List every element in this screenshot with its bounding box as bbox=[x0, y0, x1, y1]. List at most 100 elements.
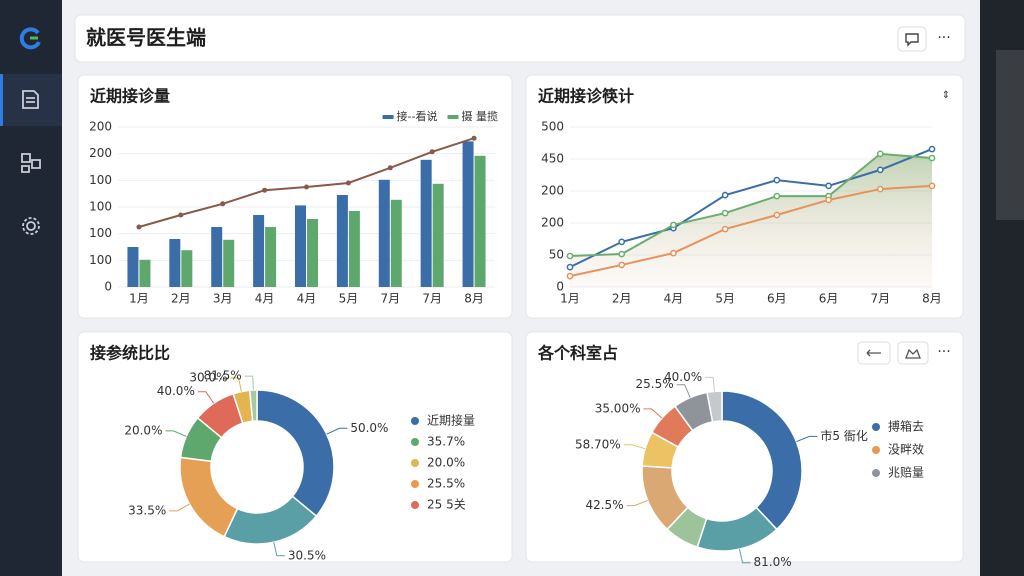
chart-title: 接参统比比 bbox=[90, 344, 170, 363]
legend-label: 近期接量 bbox=[427, 413, 475, 428]
line-point bbox=[618, 238, 626, 246]
pie-slice bbox=[248, 389, 258, 423]
leader-line bbox=[643, 408, 663, 419]
slice-label: 40.0% bbox=[157, 384, 195, 398]
area bbox=[570, 153, 932, 287]
y-tick-label: 100 bbox=[89, 200, 112, 214]
slice-label: 81.5% bbox=[204, 369, 242, 383]
y-tick-label: 200 bbox=[541, 184, 564, 198]
legend-label: 没畔效 bbox=[888, 442, 924, 457]
message-button[interactable] bbox=[897, 26, 927, 52]
slice-label: 市5 衙化 bbox=[820, 428, 867, 443]
chart-title: 近期接诊筷计 bbox=[538, 87, 634, 106]
line-point bbox=[566, 252, 574, 260]
line-point bbox=[262, 187, 268, 193]
line-point bbox=[876, 150, 884, 158]
line-point bbox=[471, 135, 477, 141]
nav-settings[interactable] bbox=[26, 221, 36, 231]
line-point bbox=[825, 182, 832, 190]
pie-slice bbox=[256, 389, 335, 518]
line-point bbox=[825, 196, 832, 204]
bar bbox=[336, 195, 348, 287]
y-tick-label: 100 bbox=[89, 253, 112, 267]
line-point bbox=[773, 176, 781, 184]
slice-label: 30.0% bbox=[189, 370, 227, 384]
nav-indicator bbox=[0, 74, 3, 126]
line-point bbox=[136, 224, 142, 230]
legend-label: 35.7% bbox=[427, 435, 465, 449]
y-tick-label: 0 bbox=[556, 280, 564, 294]
bar bbox=[390, 199, 402, 287]
legend-swatch bbox=[872, 446, 880, 454]
leader-line bbox=[626, 499, 648, 507]
x-tick-label: 1月 bbox=[560, 292, 580, 306]
line-series bbox=[569, 148, 933, 269]
y-tick-label: 0 bbox=[104, 280, 112, 294]
slice-label: 35.00% bbox=[595, 401, 641, 415]
slice-label: 81.0% bbox=[754, 555, 792, 569]
line-point bbox=[876, 185, 884, 193]
card bbox=[525, 331, 964, 563]
x-tick-label: 6月 bbox=[767, 292, 787, 306]
bar bbox=[378, 179, 390, 287]
leader-line bbox=[244, 375, 254, 391]
nav-active[interactable] bbox=[0, 74, 62, 126]
photo-figure bbox=[996, 50, 1024, 220]
leader-line bbox=[676, 384, 691, 398]
legend-swatch bbox=[872, 469, 880, 477]
toolbar-icon bbox=[866, 349, 881, 357]
x-tick-label: 4月 bbox=[255, 292, 275, 306]
line-point bbox=[220, 201, 226, 207]
legend-label: 接--看说 bbox=[397, 109, 438, 123]
y-tick-label: 200 bbox=[89, 146, 112, 160]
legend-label: 搏箱去 bbox=[888, 419, 924, 434]
nav-app[interactable] bbox=[21, 153, 41, 173]
slice-label: 58.70% bbox=[575, 437, 621, 451]
bar bbox=[348, 211, 360, 287]
line-point bbox=[721, 225, 729, 233]
line-point bbox=[773, 192, 781, 200]
bar bbox=[307, 219, 318, 287]
chart-title: 各个科室占 bbox=[537, 344, 618, 363]
line-point bbox=[670, 249, 677, 257]
bar bbox=[420, 159, 432, 287]
line-point bbox=[876, 166, 884, 174]
leader-line bbox=[796, 435, 818, 443]
slice-label: 30.5% bbox=[288, 548, 326, 562]
bar bbox=[181, 250, 193, 287]
line-point bbox=[670, 221, 677, 229]
line-series bbox=[569, 152, 933, 257]
more-button[interactable]: ··· bbox=[937, 30, 950, 46]
bar bbox=[223, 239, 235, 287]
more-button[interactable]: ··· bbox=[937, 344, 950, 360]
bar bbox=[211, 227, 223, 287]
legend-swatch bbox=[411, 480, 419, 488]
line-point bbox=[721, 209, 729, 217]
legend-label: 25.5% bbox=[427, 477, 465, 491]
legend-swatch bbox=[447, 115, 459, 119]
nav-document[interactable] bbox=[22, 90, 39, 109]
leader-line bbox=[169, 503, 190, 512]
x-tick-label: 8月 bbox=[922, 292, 942, 306]
slice-label: 33.5% bbox=[128, 503, 166, 517]
line-point bbox=[928, 182, 936, 190]
x-tick-label: 2月 bbox=[612, 292, 632, 306]
slice-label: 40.0% bbox=[664, 370, 702, 384]
bar bbox=[474, 155, 486, 287]
toolbar-button[interactable] bbox=[897, 341, 929, 365]
sort-icon[interactable]: ⇕ bbox=[942, 90, 950, 101]
bar bbox=[169, 239, 181, 287]
y-tick-label: 100 bbox=[89, 226, 112, 240]
bar bbox=[432, 183, 444, 287]
leader-line bbox=[165, 430, 187, 437]
x-tick-label: 3月 bbox=[213, 292, 233, 306]
legend-swatch bbox=[411, 417, 419, 425]
slice-label: 20.0% bbox=[124, 423, 162, 437]
line-series bbox=[569, 184, 933, 278]
x-tick-label: 5月 bbox=[715, 292, 735, 306]
x-tick-label: 4月 bbox=[664, 292, 684, 306]
bar bbox=[253, 215, 265, 287]
pie-slice bbox=[721, 390, 803, 531]
line-point bbox=[345, 180, 351, 186]
